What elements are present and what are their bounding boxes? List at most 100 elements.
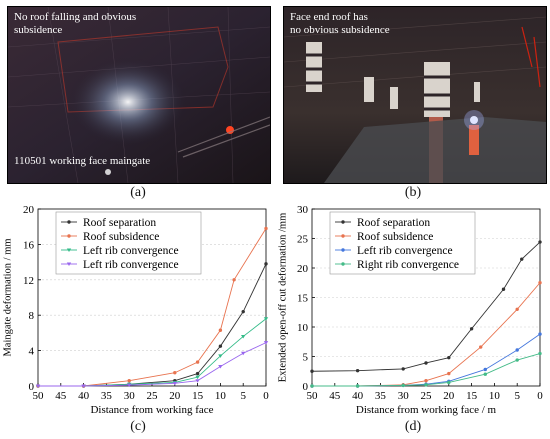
- data-point: [195, 379, 200, 383]
- data-point: [241, 334, 246, 339]
- data-point: [483, 367, 487, 372]
- y-tick-label: 16: [23, 239, 35, 251]
- legend-label: Roof separation: [357, 217, 430, 229]
- y-axis-label: Maingate deformation / mm: [2, 238, 13, 356]
- data-point: [195, 371, 200, 376]
- panel-label-a: (a): [130, 185, 146, 200]
- legend-marker: [66, 262, 72, 266]
- panel-label-b: (b): [404, 185, 422, 200]
- data-point: [241, 351, 246, 356]
- x-tick-label: 15: [192, 390, 204, 402]
- data-point: [232, 278, 236, 282]
- legend-marker: [341, 262, 345, 266]
- y-tick-label: 0: [303, 381, 309, 393]
- legend-label: Right rib convergence: [357, 259, 459, 271]
- legend-box: [55, 211, 202, 275]
- photo-caption: 110501 working face maingate: [14, 155, 151, 167]
- y-tick-label: 4: [29, 346, 35, 358]
- y-tick-label: 12: [23, 275, 34, 287]
- series-line: [38, 342, 267, 387]
- y-tick-label: 25: [297, 234, 309, 246]
- y-tick-label: 20: [297, 263, 309, 275]
- data-point: [424, 361, 428, 365]
- legend-marker: [67, 234, 71, 238]
- y-axis-label: Extended open-off cut deformation /mm: [277, 213, 288, 383]
- x-axis-label: Distance from working face / m: [356, 404, 497, 416]
- x-tick-label: 20: [443, 390, 455, 402]
- legend-label: Roof subsidence: [357, 231, 433, 243]
- data-point: [401, 383, 405, 388]
- data-point: [264, 226, 268, 231]
- x-tick-label: 40: [352, 390, 364, 402]
- y-tick-label: 8: [29, 310, 35, 322]
- legend-marker: [341, 234, 345, 238]
- legend-marker: [67, 220, 71, 224]
- x-tick-label: 35: [101, 390, 113, 402]
- data-point: [469, 327, 474, 331]
- data-point: [447, 380, 451, 385]
- x-tick-label: 40: [78, 390, 90, 402]
- data-point: [538, 332, 542, 336]
- legend-label: Roof separation: [83, 217, 156, 229]
- legend-marker: [341, 220, 345, 224]
- data-point: [483, 372, 487, 376]
- data-point: [447, 355, 451, 360]
- data-point: [172, 381, 177, 386]
- photo-annotation: No roof falling and obvious: [14, 11, 137, 23]
- x-tick-label: 45: [55, 390, 67, 402]
- legend-box: [329, 211, 476, 275]
- series-line: [312, 353, 541, 387]
- data-point: [263, 341, 269, 345]
- x-tick-label: 25: [421, 390, 433, 402]
- data-point: [127, 378, 131, 383]
- data-point: [81, 384, 86, 388]
- x-tick-label: 10: [215, 390, 227, 402]
- y-tick-label: 10: [297, 322, 309, 334]
- x-tick-label: 20: [169, 390, 181, 402]
- data-point: [127, 383, 132, 388]
- photo-maingate: No roof falling and obvious subsidence 1…: [7, 6, 271, 184]
- data-point: [218, 344, 223, 348]
- data-point: [515, 358, 519, 362]
- panel-label-d: (d): [404, 419, 422, 434]
- legend-marker: [341, 248, 345, 252]
- y-tick-label: 5: [303, 352, 309, 364]
- legend-label: Left rib convergence: [83, 245, 179, 257]
- data-point: [264, 262, 268, 266]
- x-tick-label: 50: [307, 390, 319, 402]
- data-point: [195, 360, 200, 364]
- data-point: [218, 365, 223, 369]
- data-point: [538, 351, 542, 356]
- photo-annotation: Face end roof has: [290, 11, 368, 23]
- panel-label-c: (c): [130, 419, 146, 434]
- x-tick-label: 50: [33, 390, 45, 402]
- photo-face-end: Face end roof has no obvious subsidence: [283, 6, 547, 184]
- series-line: [38, 228, 267, 387]
- x-axis-label: Distance from working face: [90, 404, 213, 416]
- data-point: [241, 309, 245, 314]
- data-point: [218, 328, 223, 332]
- data-point: [263, 317, 269, 321]
- x-tick-label: 0: [263, 390, 269, 402]
- x-tick-label: 25: [147, 390, 159, 402]
- x-tick-label: 30: [398, 390, 410, 402]
- data-point: [218, 354, 223, 358]
- data-point: [355, 384, 360, 388]
- data-point: [195, 375, 200, 380]
- data-point: [355, 368, 360, 373]
- data-point: [520, 257, 524, 261]
- legend-label: Left rib convergence: [83, 259, 179, 271]
- data-point: [479, 345, 483, 349]
- legend-label: Roof subsidence: [83, 231, 159, 243]
- y-tick-label: 0: [29, 381, 35, 393]
- y-tick-label: 30: [297, 204, 309, 216]
- data-point: [501, 287, 506, 291]
- x-tick-label: 35: [375, 390, 387, 402]
- photo-annotation: subsidence: [14, 24, 63, 36]
- data-point: [310, 384, 314, 388]
- data-point: [401, 367, 405, 371]
- data-point: [515, 348, 519, 352]
- series-line: [312, 333, 541, 387]
- x-tick-label: 10: [489, 390, 501, 402]
